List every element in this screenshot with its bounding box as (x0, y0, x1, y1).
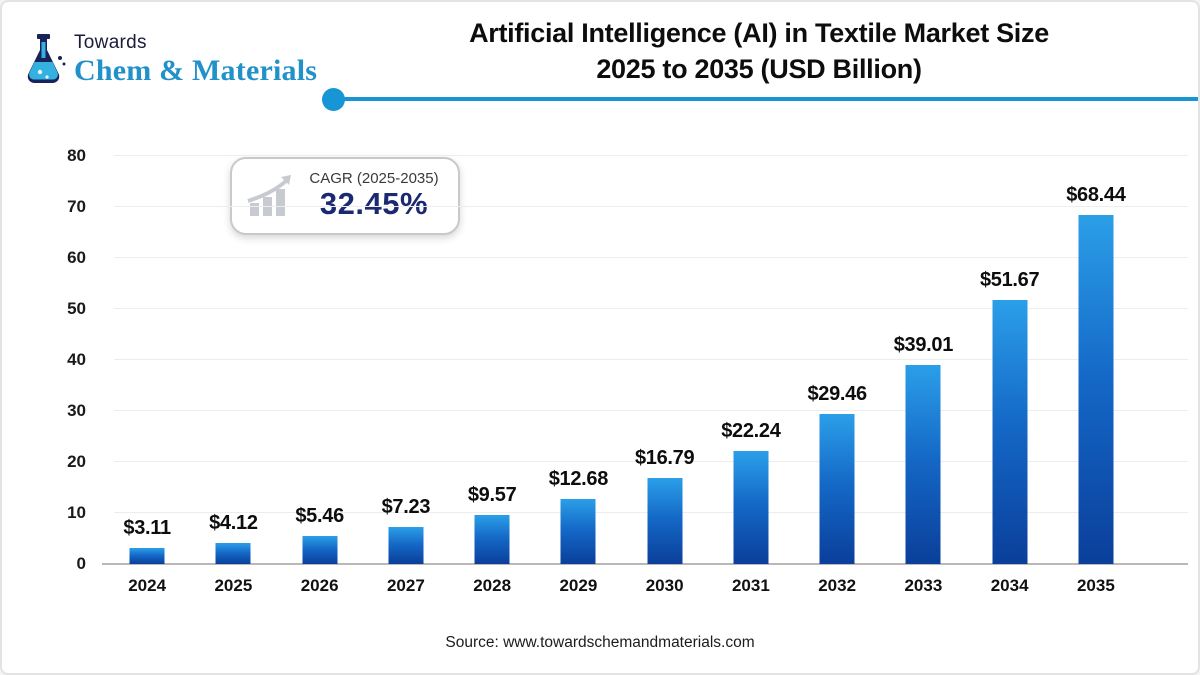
bar-2033 (905, 365, 941, 564)
bar-2028 (474, 515, 510, 564)
bar-slot: $68.44 (1053, 156, 1139, 564)
y-tick-label: 20 (67, 452, 86, 471)
y-tick-label: 70 (67, 197, 86, 216)
chart-title-line1: Artificial Intelligence (AI) in Textile … (469, 18, 1049, 48)
bar-value-label: $22.24 (721, 419, 781, 442)
gridline (114, 359, 1188, 360)
x-tick-label: 2030 (645, 576, 684, 595)
bar-2026 (302, 536, 338, 564)
gridline (114, 155, 1188, 156)
bar-slot: $16.79 (622, 156, 708, 564)
x-axis: 2024 2025 2026 2027 2028 2029 2030 2031 2032 2033… (104, 576, 1139, 602)
y-tick-label: 30 (67, 401, 86, 420)
x-tick-label: 2024 (128, 576, 167, 595)
bar-value-label: $39.01 (893, 334, 954, 357)
bar-2035 (1078, 214, 1114, 564)
y-tick-label: 80 (67, 146, 86, 165)
bar-slot: $9.57 (449, 156, 535, 564)
bar-value-label: $3.11 (123, 517, 171, 540)
x-tick-label: 2034 (990, 576, 1029, 595)
bar-value-label: $68.44 (1066, 183, 1126, 206)
x-tick-label: 2025 (214, 576, 253, 595)
bar-value-label: $4.12 (209, 512, 258, 534)
bar-value-label: $29.46 (807, 382, 867, 405)
plot-area: $3.11 $4.12 $5.46 $7.23 $9.57 $12.68 $16.79 $22… (104, 156, 1139, 564)
bar-2030 (647, 478, 683, 564)
bar-2024 (129, 548, 165, 564)
x-tick-label: 2032 (818, 576, 857, 595)
source-text: Source: www.towardschemandmaterials.com (445, 634, 755, 651)
bar-value-label: $16.79 (634, 447, 695, 470)
accent-rule (333, 97, 1198, 101)
x-tick-label: 2031 (731, 576, 770, 595)
bar-slot: $7.23 (363, 156, 449, 564)
bar-2025 (215, 543, 251, 564)
bar-value-label: $51.67 (979, 269, 1040, 292)
bar-value-label: $12.68 (548, 468, 609, 491)
x-axis-line (102, 563, 1188, 565)
bar-slot: $51.67 (967, 156, 1053, 564)
bar-2034 (992, 300, 1028, 564)
x-tick-label: 2026 (300, 576, 339, 595)
cagr-badge: CAGR (2025-2035) 32.45% (230, 157, 460, 235)
chart-title-line2: 2025 to 2035 (USD Billion) (596, 53, 922, 84)
bar-slot: $29.46 (794, 156, 880, 564)
cagr-value: 32.45% (319, 186, 429, 222)
x-tick-label: 2029 (559, 576, 598, 595)
x-tick-label: 2033 (904, 576, 943, 595)
bar-2031 (733, 450, 769, 564)
bar-2029 (560, 499, 596, 564)
y-axis: 0 10 20 30 40 50 60 70 80 (32, 146, 86, 573)
logo-towards-text: Towards (74, 32, 147, 53)
bar-slot: $12.68 (535, 156, 621, 564)
x-tick-label: 2028 (473, 576, 512, 595)
x-tick-label: 2035 (1076, 576, 1115, 595)
bar-value-label: $5.46 (295, 505, 344, 528)
cagr-label: CAGR (2025-2035) (309, 170, 439, 188)
gridline (114, 206, 1188, 207)
y-tick-label: 60 (67, 248, 86, 267)
y-tick-label: 50 (67, 299, 86, 318)
bar-slot: $22.24 (708, 156, 794, 564)
gridline (114, 257, 1188, 258)
bar-slot: $4.12 (190, 156, 276, 564)
gridline (114, 308, 1188, 309)
bar-slot: $5.46 (277, 156, 363, 564)
x-tick-label: 2027 (386, 576, 425, 595)
logo-brand-text: Chem & Materials (74, 54, 318, 87)
bar-slot: $3.11 (104, 156, 190, 564)
chart-title: Artificial Intelligence (AI) in Textile … (402, 16, 1116, 87)
y-tick-label: 40 (67, 350, 86, 369)
y-tick-label: 10 (67, 503, 86, 522)
bar-2027 (388, 527, 424, 564)
flask-icon (27, 34, 66, 84)
bar-value-label: $9.57 (467, 484, 517, 507)
y-tick-label: 0 (76, 554, 86, 573)
bar-2032 (819, 413, 855, 564)
gridline (114, 410, 1188, 411)
bar-slot: $39.01 (880, 156, 966, 564)
brand-logo: Towards Chem & Materials (22, 28, 317, 88)
bar-value-label: $7.23 (381, 496, 431, 519)
gridline (114, 461, 1188, 462)
